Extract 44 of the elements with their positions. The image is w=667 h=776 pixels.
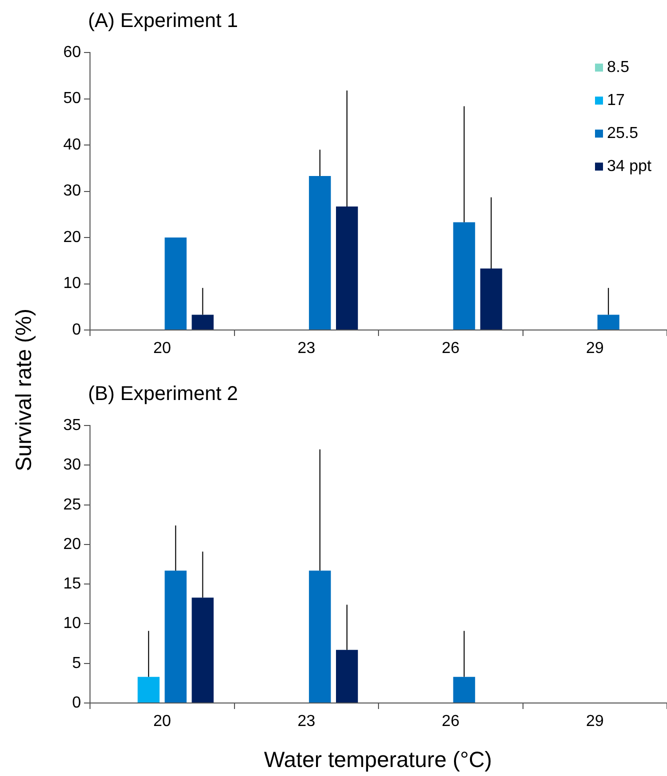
- legend-label: 34 ppt: [607, 158, 652, 176]
- y-tick-label: 30: [63, 182, 82, 200]
- bar: [138, 676, 160, 702]
- y-tick-label: 10: [63, 275, 82, 292]
- bar: [192, 314, 214, 330]
- bar: [480, 268, 502, 330]
- y-tick-label: 20: [63, 536, 82, 553]
- x-tick-label: 26: [442, 340, 460, 358]
- bar: [453, 222, 476, 330]
- legend-label: 17: [607, 92, 625, 110]
- bar: [308, 570, 331, 702]
- x-tick-label: 29: [586, 340, 604, 358]
- x-tick-label: 20: [153, 340, 172, 358]
- bar: [453, 676, 476, 702]
- x-tick-label: 29: [586, 713, 604, 730]
- y-tick-label: 60: [63, 44, 82, 62]
- bar: [192, 598, 214, 702]
- legend-label: 8.5: [607, 59, 630, 76]
- bar: [308, 176, 331, 330]
- y-tick-label: 5: [72, 654, 82, 672]
- y-tick-label: 30: [63, 456, 82, 474]
- bar: [597, 314, 620, 330]
- bar: [336, 650, 358, 702]
- y-tick-label: 0: [72, 321, 82, 338]
- bar: [164, 570, 187, 702]
- y-tick-label: 35: [63, 417, 82, 434]
- x-tick-label: 20: [153, 713, 172, 730]
- legend-label: 25.5: [607, 125, 638, 142]
- chart-title: (B) Experiment 2: [88, 383, 238, 406]
- y-tick-label: 0: [72, 694, 82, 712]
- x-tick-label: 23: [297, 713, 316, 730]
- chart-title: (A) Experiment 1: [88, 10, 238, 33]
- bar: [336, 206, 358, 330]
- bar: [164, 238, 187, 330]
- x-tick-label: 23: [297, 340, 316, 358]
- y-axis-title: Survival rate (%): [11, 308, 37, 472]
- x-tick-label: 26: [442, 713, 460, 730]
- y-tick-label: 25: [63, 496, 82, 514]
- y-tick-label: 40: [63, 136, 82, 154]
- y-tick-label: 10: [63, 615, 82, 632]
- y-tick-label: 15: [63, 576, 82, 593]
- y-tick-label: 50: [63, 90, 82, 108]
- y-tick-label: 20: [63, 228, 82, 246]
- x-axis-title: Water temperature (°C): [264, 747, 492, 773]
